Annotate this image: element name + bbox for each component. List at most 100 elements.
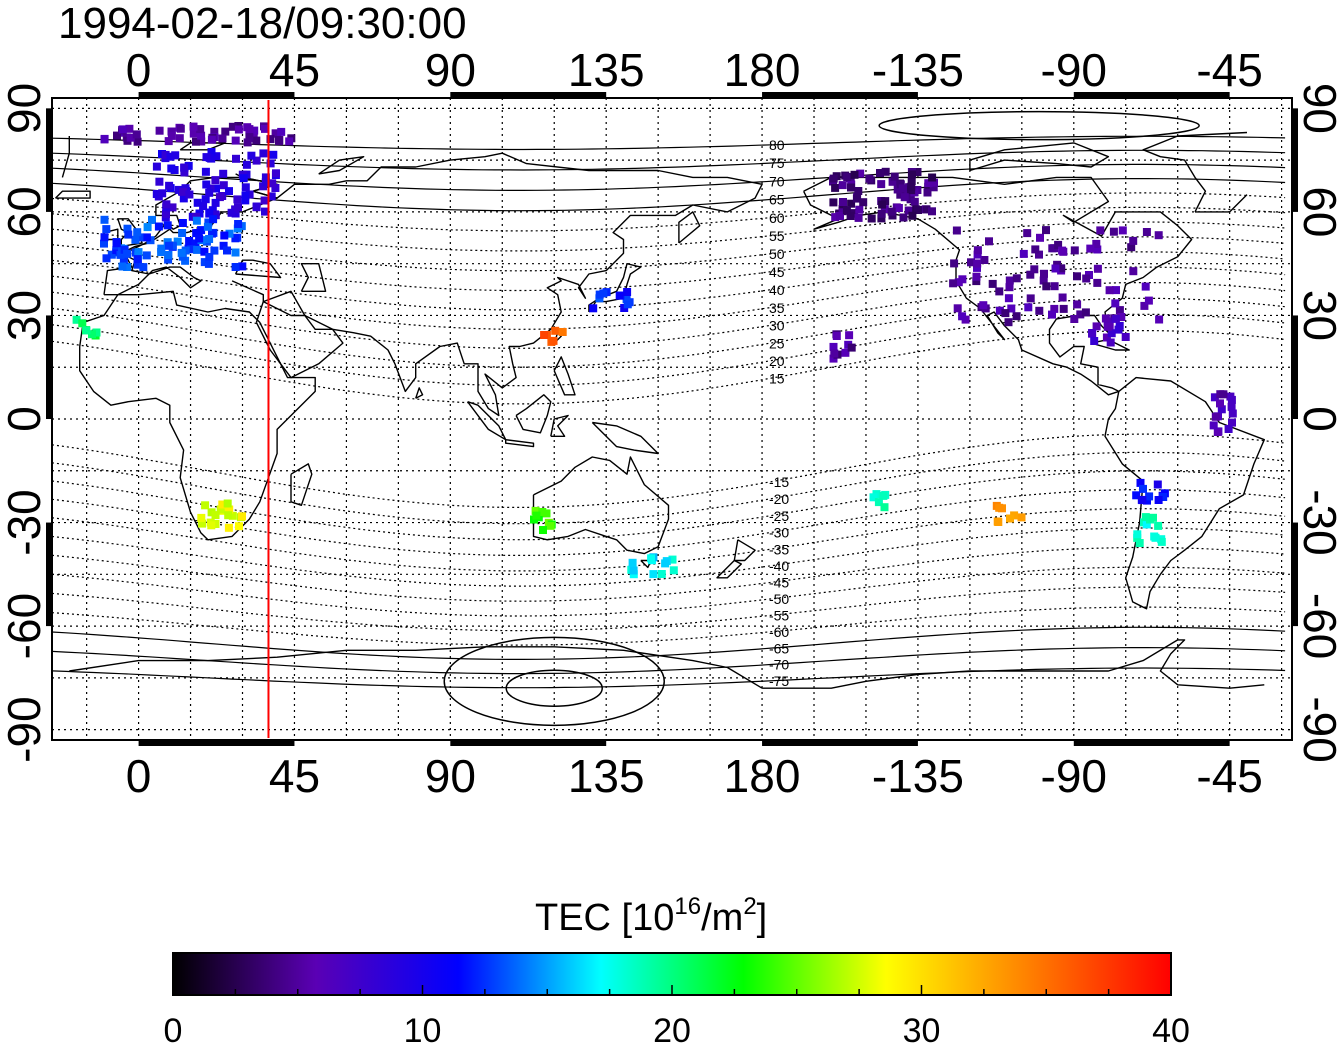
tec-point xyxy=(829,174,838,183)
tec-point xyxy=(205,209,214,218)
mlat-label: 15 xyxy=(769,371,785,387)
tec-point xyxy=(1058,246,1067,255)
tec-point xyxy=(133,255,142,264)
frame-bar xyxy=(138,740,295,746)
tec-point xyxy=(202,180,211,189)
mlat-label: 40 xyxy=(769,282,785,298)
tec-point xyxy=(1026,270,1035,279)
tec-point xyxy=(1142,520,1151,529)
tec-point xyxy=(177,248,186,257)
tec-point xyxy=(252,136,261,145)
mlat-label: -35 xyxy=(769,541,789,557)
bottom-longitude-labels: 0 45 90 135 180 -135 -90 -45 xyxy=(126,750,1263,802)
tec-point xyxy=(132,130,141,139)
coastline xyxy=(300,263,327,292)
tec-point xyxy=(268,179,277,188)
tec-point xyxy=(1112,286,1120,295)
tec-point xyxy=(907,182,916,191)
tec-point xyxy=(201,501,210,510)
south-magnetic-pole-loop xyxy=(443,636,665,727)
right-latitude-labels: 90 60 30 0 -30 -60 -90 xyxy=(1294,83,1344,763)
tec-point xyxy=(235,522,243,531)
tec-point xyxy=(995,503,1004,512)
tec-point xyxy=(1004,294,1013,303)
tec-point xyxy=(241,191,250,200)
tec-point xyxy=(252,156,261,165)
bottom-lon-label: 135 xyxy=(568,750,645,802)
tec-point xyxy=(232,154,240,163)
tec-point xyxy=(1093,245,1102,254)
tec-point xyxy=(950,259,959,268)
tec-point xyxy=(1141,513,1150,522)
tec-point xyxy=(874,498,883,507)
tec-point xyxy=(532,511,541,520)
tec-point xyxy=(867,214,876,223)
tec-point xyxy=(266,159,275,168)
tec-point xyxy=(1115,306,1124,315)
tec-point xyxy=(175,134,184,143)
frame-bar xyxy=(46,315,52,419)
tec-point xyxy=(1129,236,1138,245)
tec-point xyxy=(1228,409,1237,418)
tec-point xyxy=(204,218,213,227)
tec-point xyxy=(124,230,133,239)
tec-point xyxy=(233,195,242,204)
tec-point xyxy=(209,215,218,224)
tec-point xyxy=(199,202,208,211)
mlat-label: -15 xyxy=(769,474,789,490)
tec-point xyxy=(542,509,551,518)
tec-point xyxy=(133,137,142,146)
tec-point xyxy=(231,263,240,271)
tec-point xyxy=(1048,244,1057,253)
mlat-label: 55 xyxy=(769,228,785,244)
mlat-contour xyxy=(52,566,1286,617)
top-lon-label: 180 xyxy=(724,44,801,96)
tec-point xyxy=(178,229,187,237)
tec-point xyxy=(173,237,182,246)
mlat-contour xyxy=(52,192,1286,232)
tec-point xyxy=(1012,274,1021,283)
coastline xyxy=(550,414,569,437)
tec-point xyxy=(1101,314,1110,323)
tec-point xyxy=(843,173,852,181)
tec-point xyxy=(1019,249,1028,258)
tec-point xyxy=(161,150,170,159)
tec-point xyxy=(1031,245,1040,254)
mlat-label: -45 xyxy=(769,575,789,591)
south-magnetic-pole-loop xyxy=(505,669,603,707)
tec-point xyxy=(1139,484,1147,493)
tec-point xyxy=(995,287,1004,296)
tec-point xyxy=(1210,393,1219,402)
tec-point xyxy=(208,229,216,238)
tec-point xyxy=(1054,240,1063,249)
tec-point xyxy=(922,205,931,214)
tec-point xyxy=(163,221,172,230)
top-lon-label: 90 xyxy=(425,44,476,96)
tec-point xyxy=(211,176,220,185)
tec-point xyxy=(852,194,861,203)
tec-point xyxy=(546,521,555,530)
colorbar-tick-label: 40 xyxy=(1152,1012,1190,1048)
tec-point xyxy=(953,304,962,313)
tec-point xyxy=(1073,272,1081,281)
tec-point xyxy=(162,210,170,219)
tec-point xyxy=(657,570,666,578)
tec-point xyxy=(261,207,269,216)
mlat-label: 30 xyxy=(769,318,785,334)
tec-point xyxy=(223,246,231,255)
tec-point xyxy=(1042,226,1050,235)
timestamp-title: 1994-02-18/09:30:00 xyxy=(58,0,467,48)
tec-point xyxy=(1093,278,1102,287)
tec-point xyxy=(238,262,247,271)
tec-point xyxy=(831,183,840,192)
tec-point xyxy=(196,125,205,134)
tec-point xyxy=(211,520,220,528)
tec-point xyxy=(211,198,220,207)
tec-point xyxy=(203,222,212,231)
bottom-lon-label: -45 xyxy=(1196,750,1262,802)
tec-point xyxy=(973,259,982,268)
tec-point xyxy=(628,558,637,567)
tec-point xyxy=(245,132,254,141)
graticule xyxy=(52,98,1292,740)
tec-point xyxy=(1048,310,1056,319)
